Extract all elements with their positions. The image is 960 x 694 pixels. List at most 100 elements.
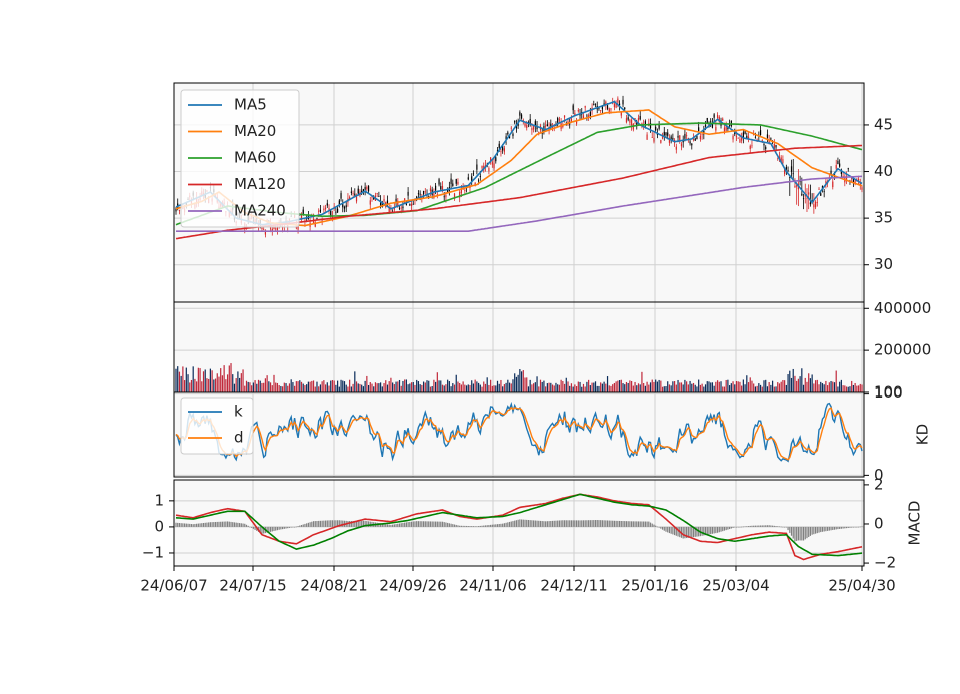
- candle-body: [264, 230, 267, 235]
- candle-body: [428, 195, 430, 197]
- candle-body: [520, 114, 523, 119]
- volume-bar: [825, 380, 827, 392]
- macd-hist-bar: [268, 526, 270, 533]
- macd-hist-bar: [471, 526, 473, 527]
- volume-bar: [496, 380, 499, 392]
- macd-hist-bar: [340, 520, 342, 527]
- volume-bar: [316, 381, 318, 392]
- macd-hist-bar: [620, 520, 622, 527]
- x-tick-label: 24/07/15: [219, 577, 286, 595]
- volume-bar: [319, 384, 322, 392]
- volume-bar: [465, 385, 468, 392]
- macd-hist-bar: [414, 521, 416, 527]
- volume-bar: [814, 380, 817, 392]
- volume-bar: [723, 386, 726, 392]
- candle-body: [796, 185, 798, 187]
- macd-hist-bar: [667, 526, 669, 533]
- candle-body: [438, 179, 440, 185]
- volume-bar: [598, 385, 600, 392]
- volume-bar: [321, 381, 323, 392]
- volume-bar: [428, 380, 430, 392]
- macd-hist-bar: [245, 524, 248, 527]
- candle-body: [751, 145, 753, 147]
- candle-body: [476, 164, 478, 170]
- volume-bar: [617, 380, 619, 392]
- volume-bar: [600, 382, 602, 392]
- macd-hist-bar: [388, 524, 390, 527]
- macd-hist-bar: [538, 520, 540, 527]
- macd-hist-bar: [498, 523, 500, 527]
- macd-hist-bar: [545, 521, 547, 527]
- candle-body: [606, 105, 609, 109]
- macd-hist-bar: [655, 525, 657, 527]
- volume-bar: [447, 379, 449, 392]
- volume-bar: [352, 383, 354, 392]
- candle-body: [281, 227, 284, 229]
- volume-bar: [292, 382, 294, 392]
- macd-hist-bar: [395, 524, 397, 527]
- macd-hist-bar: [259, 526, 261, 533]
- macd-hist-bar: [811, 526, 813, 535]
- volume-bar: [524, 377, 526, 392]
- volume-bar: [746, 375, 748, 392]
- volume-bar: [178, 371, 181, 392]
- volume-bar: [694, 384, 696, 392]
- candle-body: [410, 203, 413, 207]
- volume-bar: [294, 385, 296, 392]
- candle-body: [857, 178, 860, 181]
- volume-bar: [414, 384, 416, 392]
- price-legend: MA5 MA20 MA60 MA120 MA240: [180, 89, 300, 228]
- candle-body: [453, 193, 456, 199]
- macd-hist-bar: [175, 522, 177, 527]
- macd-hist-bar: [402, 522, 404, 527]
- volume-bar: [821, 383, 824, 392]
- volume-bar: [632, 385, 634, 392]
- macd-hist-bar: [431, 521, 433, 527]
- volume-bar: [180, 375, 182, 392]
- macd-hist-bar: [464, 525, 466, 527]
- volume-bar: [797, 378, 799, 392]
- candle-body: [716, 114, 719, 118]
- volume-bar: [476, 381, 478, 392]
- macd-hist-bar: [328, 520, 330, 527]
- candle-body: [440, 186, 442, 190]
- candle-body: [367, 185, 370, 192]
- macd-hist-bar: [381, 523, 383, 527]
- macd-axis-label: MACD: [906, 501, 924, 546]
- candle-body: [729, 124, 731, 126]
- macd-hist-bar: [424, 521, 426, 527]
- candle-body: [455, 179, 457, 184]
- volume-bar: [533, 383, 535, 392]
- macd-hist-bar: [536, 520, 538, 527]
- macd-hist-bar: [472, 526, 475, 527]
- volume-bar: [670, 385, 672, 392]
- macd-hist-bar: [605, 520, 607, 527]
- macd-hist-bar: [749, 525, 751, 527]
- macd-hist-bar: [326, 520, 328, 527]
- macd-hist-bar: [362, 520, 365, 527]
- macd-hist-bar: [426, 521, 428, 527]
- macd-hist-bar: [533, 520, 535, 527]
- candle-body: [534, 121, 536, 127]
- macd-hist-bar: [486, 525, 488, 527]
- volume-bar: [220, 368, 222, 392]
- macd-hist-bar: [503, 523, 505, 527]
- volume-bar: [285, 383, 287, 392]
- volume-bar: [493, 385, 495, 392]
- volume-bar: [663, 386, 665, 392]
- volume-bar: [429, 386, 432, 392]
- candle-body: [802, 198, 805, 200]
- candle-body: [373, 197, 375, 200]
- candle-body: [383, 199, 385, 202]
- candle-body: [335, 211, 337, 213]
- candle-body: [610, 108, 612, 110]
- macd-hist-bar: [422, 521, 425, 527]
- macd-hist-bar: [802, 526, 805, 541]
- macd-hist-bar: [830, 526, 832, 531]
- volume-bar: [457, 381, 459, 392]
- price-y-tick-label: 40: [874, 162, 893, 180]
- macd-hist-bar: [708, 526, 710, 535]
- volume-bar: [206, 378, 208, 392]
- macd-hist-bar: [455, 524, 457, 527]
- x-tick-label: 24/06/07: [140, 577, 207, 595]
